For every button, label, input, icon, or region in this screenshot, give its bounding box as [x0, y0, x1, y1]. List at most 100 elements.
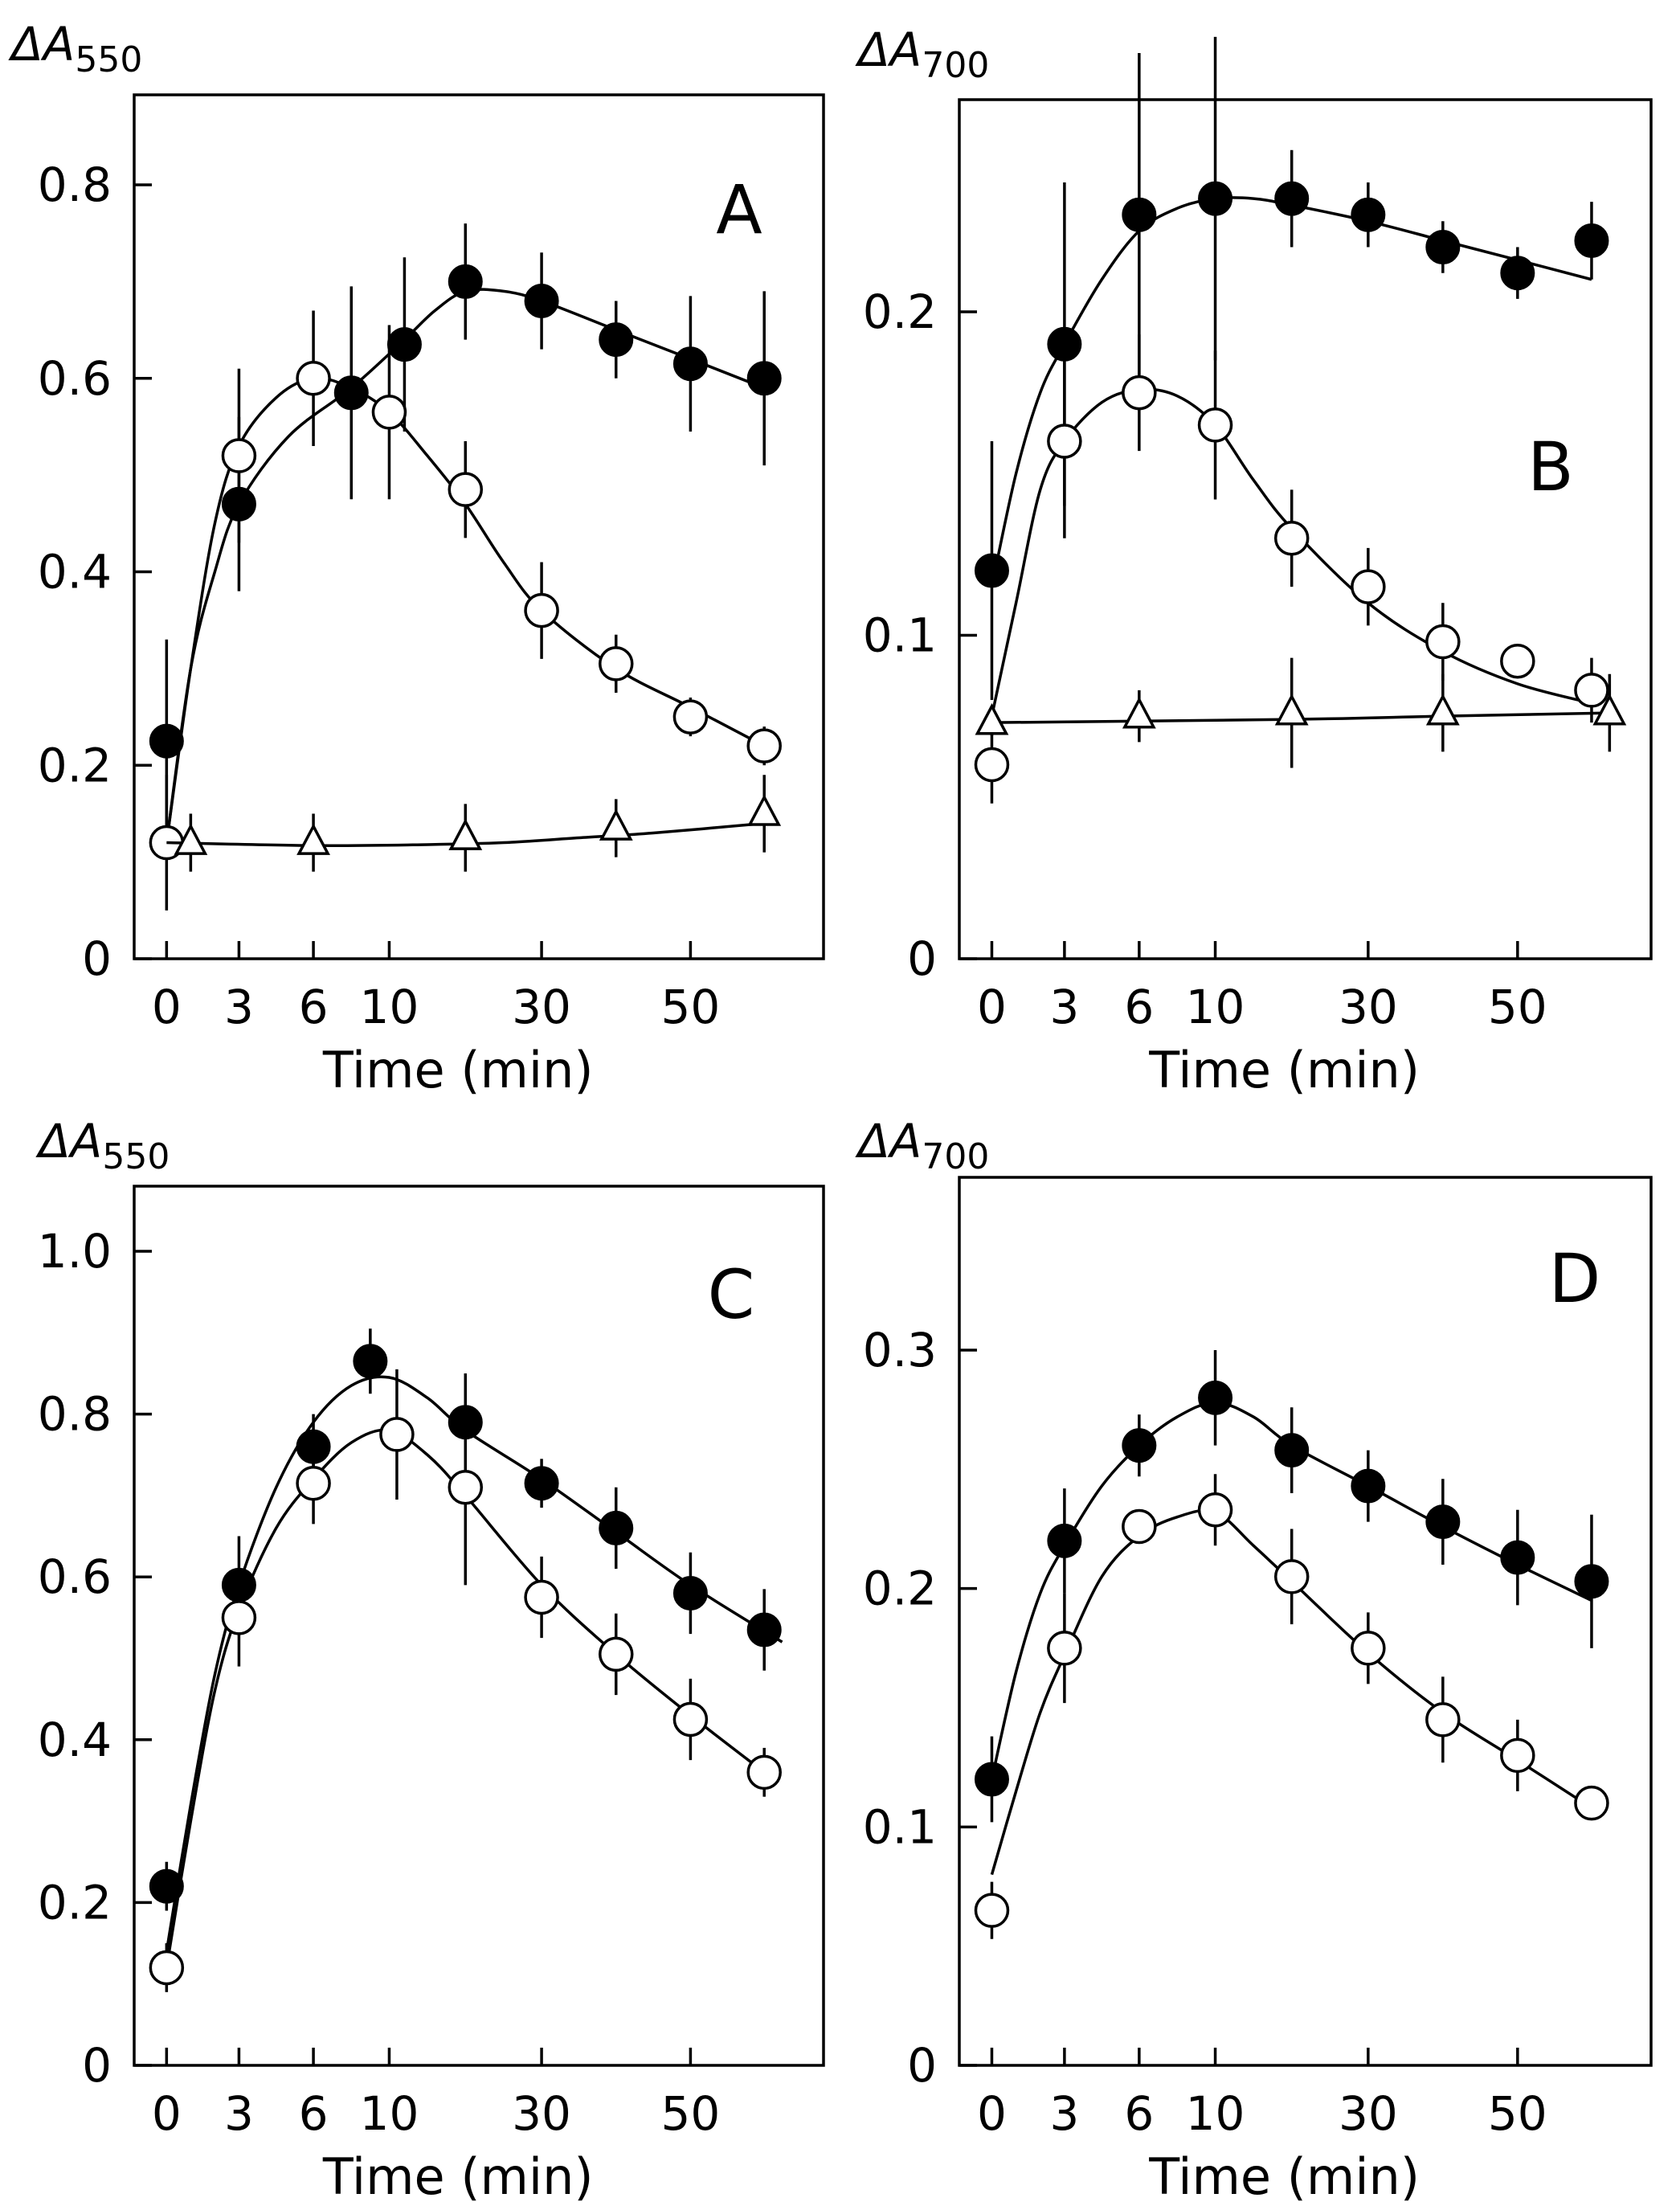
panel-c-series-filled-circle: [149, 1328, 783, 1952]
panel-a-series-filled-circle-point: [386, 327, 422, 362]
panel-a-series-filled-circle-point: [524, 283, 559, 318]
panel-b-y-axis-subscript: 700: [922, 45, 989, 86]
panel-d-x-tick-label: 50: [1488, 2086, 1547, 2141]
panel-c-x-tick-label: 30: [512, 2086, 571, 2141]
panel-a-series-filled-circle-point: [672, 346, 708, 382]
panel-d-series-filled-circle-point: [1425, 1504, 1461, 1540]
panel-a-x-tick-label: 3: [224, 980, 254, 1034]
panel-b-series-open-circle-point: [1574, 673, 1609, 708]
panel-c-series-open-circle-point: [379, 1417, 415, 1452]
panel-c-y-axis-title: ΔA550: [35, 1114, 170, 1177]
panel-a-series-open-triangle-point: [174, 823, 208, 855]
panel-b-series-open-circle-point: [974, 747, 1010, 783]
panel-b-y-tick-label: 0: [907, 931, 937, 986]
panel-b-series-filled-circle-point: [1574, 223, 1609, 258]
panel-a-series-open-triangle: [166, 775, 782, 872]
panel-c-series-filled-circle-point: [746, 1612, 782, 1647]
panel-b-x-tick-label: 0: [977, 980, 1007, 1034]
panel-d-series-open-circle-point: [1122, 1508, 1157, 1545]
panel-d-series-filled-circle: [974, 1350, 1609, 1823]
panel-c-series-open-circle-point: [746, 1754, 782, 1791]
panel-a-x-tick-label: 10: [360, 980, 419, 1034]
panel-c-y-tick-label: 0.2: [38, 1875, 112, 1930]
panel-d-x-tick-label: 3: [1049, 2086, 1079, 2141]
panel-a-x-tick-label: 30: [512, 980, 571, 1034]
panel-b-y-tick-label: 0.1: [863, 608, 937, 663]
panel-d-y-tick-label: 0: [907, 2038, 937, 2093]
panel-b-series-filled-circle-point: [1122, 197, 1157, 232]
panel-b-series-open-circle-point: [1122, 374, 1157, 411]
panel-d-series-filled-circle-point: [974, 1762, 1009, 1797]
panel-b-series-open-triangle-fit-curve: [991, 711, 1610, 724]
panel-d-series-filled-circle-point: [1500, 1540, 1535, 1575]
panel-a-series-open-circle-point: [448, 472, 484, 507]
panel-a-series-filled-circle-point: [149, 723, 184, 759]
panel-b-series-open-circle-point: [1197, 407, 1233, 443]
panel-a-y-tick-label: 0.4: [38, 545, 112, 600]
panel-b-series-filled-circle-point: [974, 553, 1009, 588]
panel-d-series-filled-circle-point: [1047, 1523, 1082, 1558]
panel-c-y-axis-symbol: ΔA: [35, 1114, 102, 1168]
panel-a-series-open-triangle-point: [448, 818, 483, 850]
panel-a-series-filled-circle-point: [746, 361, 782, 396]
panel-a-series-filled-circle-point: [448, 264, 483, 299]
panel-c-series-open-circle-point: [221, 1600, 257, 1635]
panel-c-x-tick-label: 3: [224, 2086, 254, 2141]
panel-b-y-axis-title: ΔA700: [855, 23, 989, 86]
panel-c-frame: [133, 1185, 825, 2067]
panel-a-series-open-circle: [149, 310, 782, 911]
panel-b-series-open-circle-point: [1273, 521, 1310, 556]
panel-d-series-filled-circle-point: [1574, 1564, 1609, 1599]
panel-d-y-tick-label: 0.1: [863, 1799, 937, 1854]
panel-c-x-tick-label: 0: [152, 2086, 182, 2141]
panel-b-series-open-triangle-point: [975, 703, 1009, 735]
panel-a-series-open-circle-point: [524, 592, 559, 628]
panel-c-series-filled-circle-fit-curve: [165, 1375, 783, 1952]
panel-a-x-tick-label: 6: [299, 980, 329, 1034]
panel-d-series-filled-circle-point: [1198, 1380, 1233, 1415]
panel-c-series-filled-circle-point: [353, 1344, 388, 1379]
panel-d-letter: D: [1549, 1239, 1601, 1318]
panel-b-letter: B: [1527, 428, 1574, 506]
panel-b-series-filled-circle-point: [1425, 230, 1461, 264]
panel-d-series-filled-circle-point: [1274, 1433, 1310, 1468]
panel-d-series-open-circle-point: [1197, 1492, 1233, 1528]
panel-b-series-filled-circle: [974, 36, 1609, 700]
panel-a-series-filled-circle-point: [599, 322, 634, 358]
panel-b-series-open-circle-point: [1500, 643, 1535, 679]
panel-b-x-tick-label: 3: [1049, 980, 1079, 1034]
panel-c-series-open-circle-point: [598, 1636, 634, 1672]
panel-c-x-tick-label: 10: [360, 2086, 419, 2141]
panel-b-x-tick-label: 30: [1339, 980, 1398, 1034]
panel-d-x-tick-label: 6: [1124, 2086, 1154, 2141]
panel-d-series-filled-circle-point: [1122, 1428, 1157, 1463]
panel-a-y-axis-symbol: ΔA: [8, 17, 75, 72]
panel-c-y-tick-label: 0.4: [38, 1713, 112, 1767]
panel-c-y-tick-label: 0.6: [38, 1549, 112, 1604]
panel-d-frame: [958, 1176, 1653, 2067]
panel-a-series-open-circle-point: [371, 395, 407, 430]
panel-a-x-axis-title: Time (min): [322, 1041, 594, 1099]
panel-a-series-filled-circle-fit-curve: [165, 288, 765, 843]
panel-c-series-open-circle-point: [448, 1470, 484, 1505]
panel-d-series-open-circle-point: [1574, 1785, 1609, 1821]
panel-d-y-tick-label: 0.2: [863, 1561, 937, 1616]
panel-c-series-open-circle: [149, 1369, 782, 1992]
panel-a-letter: A: [716, 170, 762, 249]
panel-a-series-open-triangle-point: [296, 823, 330, 855]
panel-b-series-open-triangle-point: [1122, 696, 1156, 729]
panel-c-series-open-circle-point: [149, 1950, 185, 1986]
panel-d-y-tick-label: 0.3: [863, 1323, 937, 1377]
panel-c-x-axis-title: Time (min): [322, 2147, 594, 2206]
panel-c-y-tick-label: 0: [82, 2038, 112, 2093]
panel-c-series-filled-circle-point: [149, 1868, 184, 1904]
panel-b-series-open-triangle: [975, 657, 1627, 768]
panel-a-frame: [133, 93, 825, 960]
panel-d-series-open-circle-point: [1351, 1631, 1386, 1666]
panel-d-series-open-circle-point: [974, 1893, 1010, 1928]
panel-a-x-tick-label: 0: [152, 980, 182, 1034]
